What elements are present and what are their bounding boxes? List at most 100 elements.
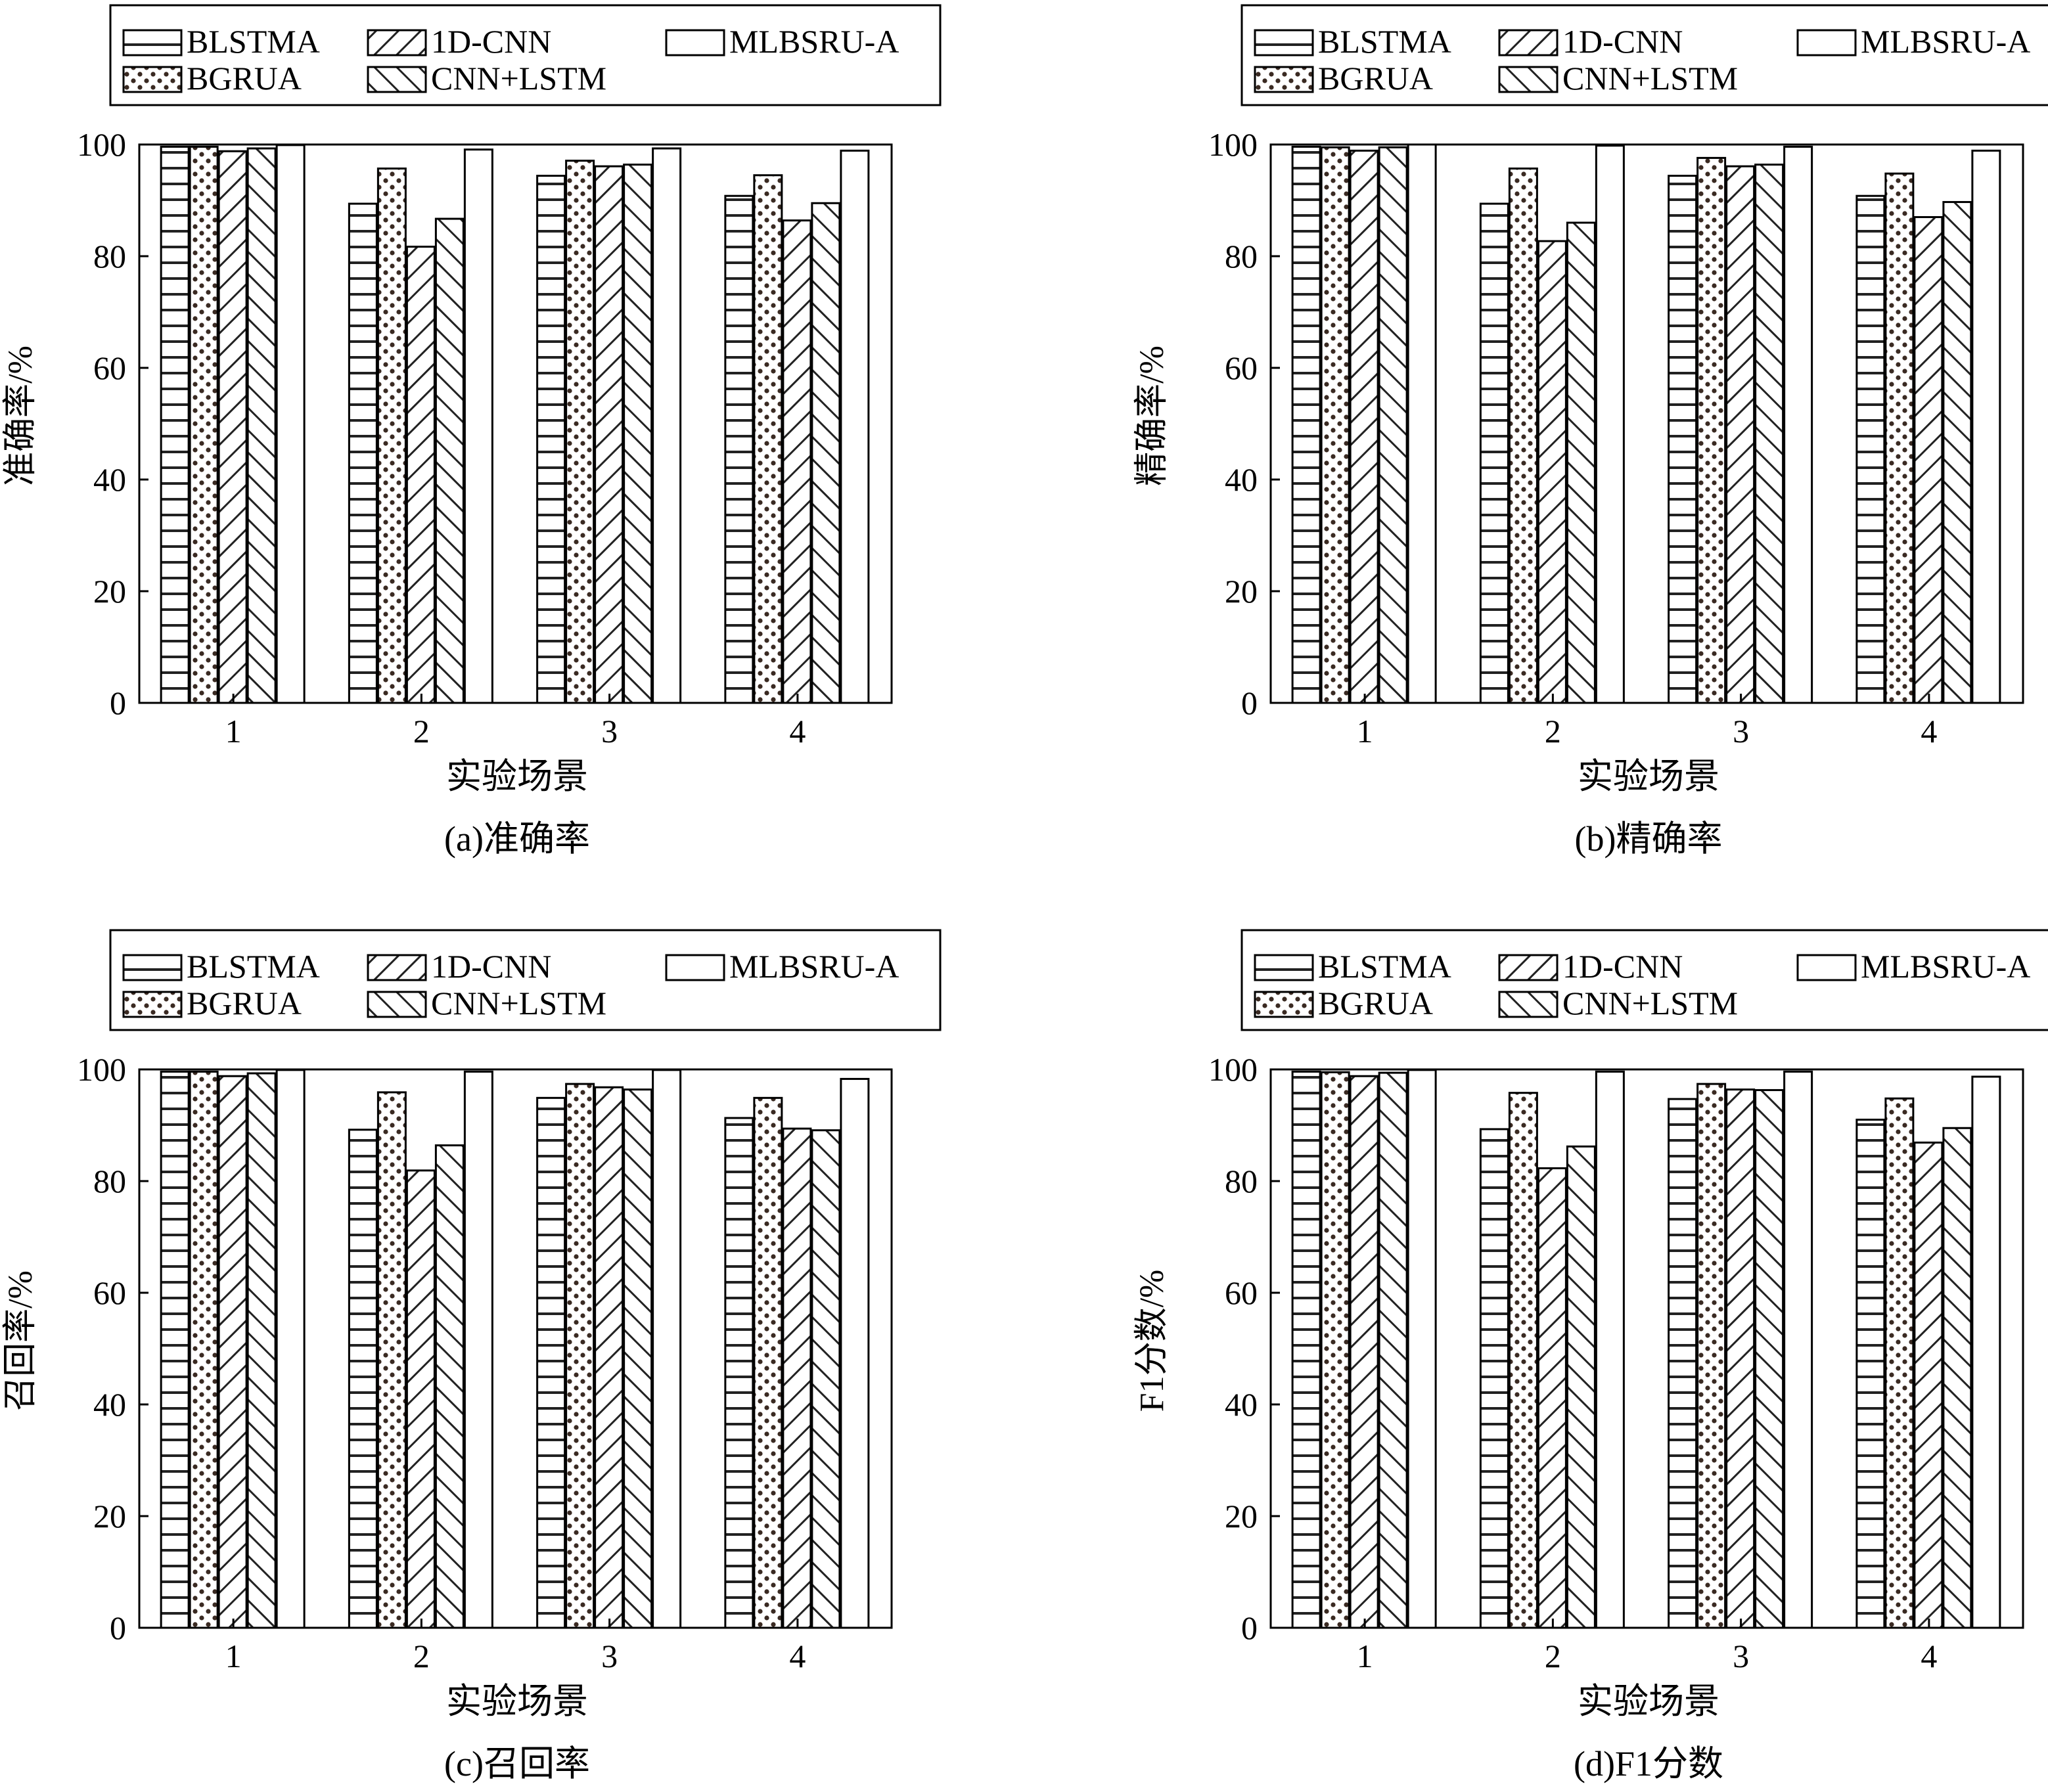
caption-d: (d)F1分数 <box>1574 1744 1723 1783</box>
bar-cnn-lstm-4 <box>811 1129 841 1629</box>
bar-cnn-lstm-1 <box>1378 146 1408 704</box>
y-tick-label: 100 <box>77 126 126 163</box>
plot-frame <box>1269 1068 2024 1629</box>
plot-frame <box>138 1068 893 1629</box>
plot-area-c: 0 20 40 60 80 100 1 2 3 4 <box>77 1051 893 1674</box>
legend-label-blstma: BLSTMA <box>187 23 320 60</box>
legend-swatch-cnn-lstm <box>1498 991 1559 1018</box>
bar-1d-cnn-2 <box>1537 1167 1567 1629</box>
plot-area-b: 0 20 40 60 80 100 1 2 3 4 <box>1208 126 2024 750</box>
y-axis-title-c: 召回率/% <box>2 1270 39 1411</box>
bar-blstma-4 <box>1855 1119 1886 1629</box>
legend-frame <box>1240 929 2048 1031</box>
bar-cnn-lstm-1 <box>1378 1071 1408 1629</box>
bar-mlbsru-a-2 <box>463 148 493 704</box>
y-tick-label: 20 <box>1225 573 1258 610</box>
bar-cnn-lstm-3 <box>623 1088 653 1629</box>
bar-bgrua-4 <box>753 1096 783 1629</box>
bar-blstma-4 <box>1855 194 1886 704</box>
bar-blstma-2 <box>348 1129 378 1629</box>
bar-cnn-lstm-2 <box>1566 1145 1596 1629</box>
y-tick-label: 100 <box>1208 1051 1258 1088</box>
panel-a: BLSTMA 1D-CNN MLBSRU-A BGRUA CNN+LSTM 0 2… <box>2 4 942 859</box>
x-axis-title-c: 实验场景 <box>446 1682 588 1721</box>
legend-swatch-blstma <box>122 29 183 56</box>
x-tick-label: 2 <box>1545 1638 1561 1674</box>
bar-mlbsru-a-1 <box>1407 1069 1437 1629</box>
x-axis-title-b: 实验场景 <box>1578 757 1719 796</box>
x-tick-label: 4 <box>789 1638 806 1674</box>
legend-swatch-blstma <box>122 954 183 981</box>
x-tick-label: 2 <box>1545 713 1561 750</box>
legend-label-bgrua: BGRUA <box>1318 985 1433 1021</box>
legend-label-cnn-lstm: CNN+LSTM <box>1562 985 1738 1021</box>
legend-swatch-1d-cnn <box>1498 954 1559 981</box>
legend-swatch-1d-cnn <box>367 29 427 56</box>
legend-label-blstma: BLSTMA <box>1318 23 1451 60</box>
bar-mlbsru-a-4 <box>840 149 870 704</box>
bar-cnn-lstm-3 <box>1754 1088 1785 1629</box>
legend-b: BLSTMA 1D-CNN MLBSRU-A BGRUA CNN+LSTM <box>1240 4 2048 106</box>
x-tick-label: 3 <box>1733 1638 1749 1674</box>
plot-frame <box>1269 143 2024 704</box>
bar-blstma-4 <box>724 1117 754 1629</box>
legend-swatch-blstma <box>1254 29 1314 56</box>
legend-frame <box>109 929 942 1031</box>
bar-1d-cnn-4 <box>1913 216 1944 704</box>
y-tick-label: 80 <box>93 1163 126 1199</box>
bar-blstma-3 <box>1668 175 1698 704</box>
bar-cnn-lstm-4 <box>1942 1127 1972 1629</box>
y-tick-label: 100 <box>77 1051 126 1088</box>
bar-mlbsru-a-2 <box>463 1070 493 1629</box>
x-tick-label: 1 <box>225 1638 242 1674</box>
legend-label-blstma: BLSTMA <box>187 948 320 985</box>
x-tick-label: 4 <box>1921 713 1937 750</box>
plot-area-a: 0 20 40 60 80 100 1 2 3 4 <box>77 126 893 750</box>
bar-blstma-1 <box>160 1070 190 1629</box>
bar-mlbsru-a-1 <box>1407 143 1437 704</box>
bar-cnn-lstm-4 <box>811 202 841 704</box>
y-tick-label: 20 <box>1225 1498 1258 1534</box>
x-axis-title-d: 实验场景 <box>1578 1682 1719 1721</box>
legend-swatch-bgrua <box>1254 991 1314 1018</box>
legend-swatch-mlbsru-a <box>1796 954 1857 981</box>
bar-mlbsru-a-3 <box>1783 1070 1813 1629</box>
legend-swatch-mlbsru-a <box>1796 29 1857 56</box>
x-axis-title-a: 实验场景 <box>446 757 588 796</box>
bar-mlbsru-a-1 <box>275 1069 306 1629</box>
panel-d: BLSTMA 1D-CNN MLBSRU-A BGRUA CNN+LSTM 0 2… <box>1133 929 2048 1783</box>
legend-label-1d-cnn: 1D-CNN <box>431 23 551 60</box>
y-tick-label: 40 <box>1225 461 1258 498</box>
legend-label-mlbsru-a: MLBSRU-A <box>1861 948 2030 985</box>
bar-cnn-lstm-3 <box>1754 164 1785 704</box>
bar-1d-cnn-3 <box>1725 165 1756 704</box>
bar-bgrua-3 <box>565 1083 595 1629</box>
bar-bgrua-2 <box>1508 168 1538 704</box>
y-axis-title-b: 精确率/% <box>1133 346 1171 486</box>
x-tick-label: 1 <box>1357 1638 1373 1674</box>
y-tick-label: 80 <box>1225 1163 1258 1199</box>
y-tick-label: 80 <box>93 238 126 275</box>
bar-bgrua-3 <box>565 160 595 704</box>
bar-mlbsru-a-3 <box>652 1069 682 1629</box>
panel-c: BLSTMA 1D-CNN MLBSRU-A BGRUA CNN+LSTM 0 2… <box>2 929 942 1783</box>
bar-blstma-2 <box>1479 202 1509 704</box>
y-tick-label: 0 <box>110 684 126 721</box>
bar-bgrua-1 <box>1320 1071 1350 1629</box>
x-tick-label: 1 <box>1357 713 1373 750</box>
caption-c: (c)召回率 <box>444 1744 590 1783</box>
bar-cnn-lstm-2 <box>434 217 465 704</box>
x-tick-label: 1 <box>225 713 242 750</box>
bar-bgrua-1 <box>1320 146 1350 704</box>
bar-1d-cnn-2 <box>405 246 436 704</box>
legend-label-cnn-lstm: CNN+LSTM <box>1562 60 1738 97</box>
y-tick-label: 40 <box>93 1386 126 1423</box>
bar-blstma-2 <box>1479 1128 1509 1629</box>
bar-blstma-1 <box>160 145 190 704</box>
bar-bgrua-3 <box>1696 1083 1727 1629</box>
bar-1d-cnn-4 <box>1913 1141 1944 1629</box>
x-tick-label: 2 <box>413 1638 430 1674</box>
plot-area-d: 0 20 40 60 80 100 1 2 3 4 <box>1208 1051 2024 1674</box>
legend-label-cnn-lstm: CNN+LSTM <box>431 60 606 97</box>
